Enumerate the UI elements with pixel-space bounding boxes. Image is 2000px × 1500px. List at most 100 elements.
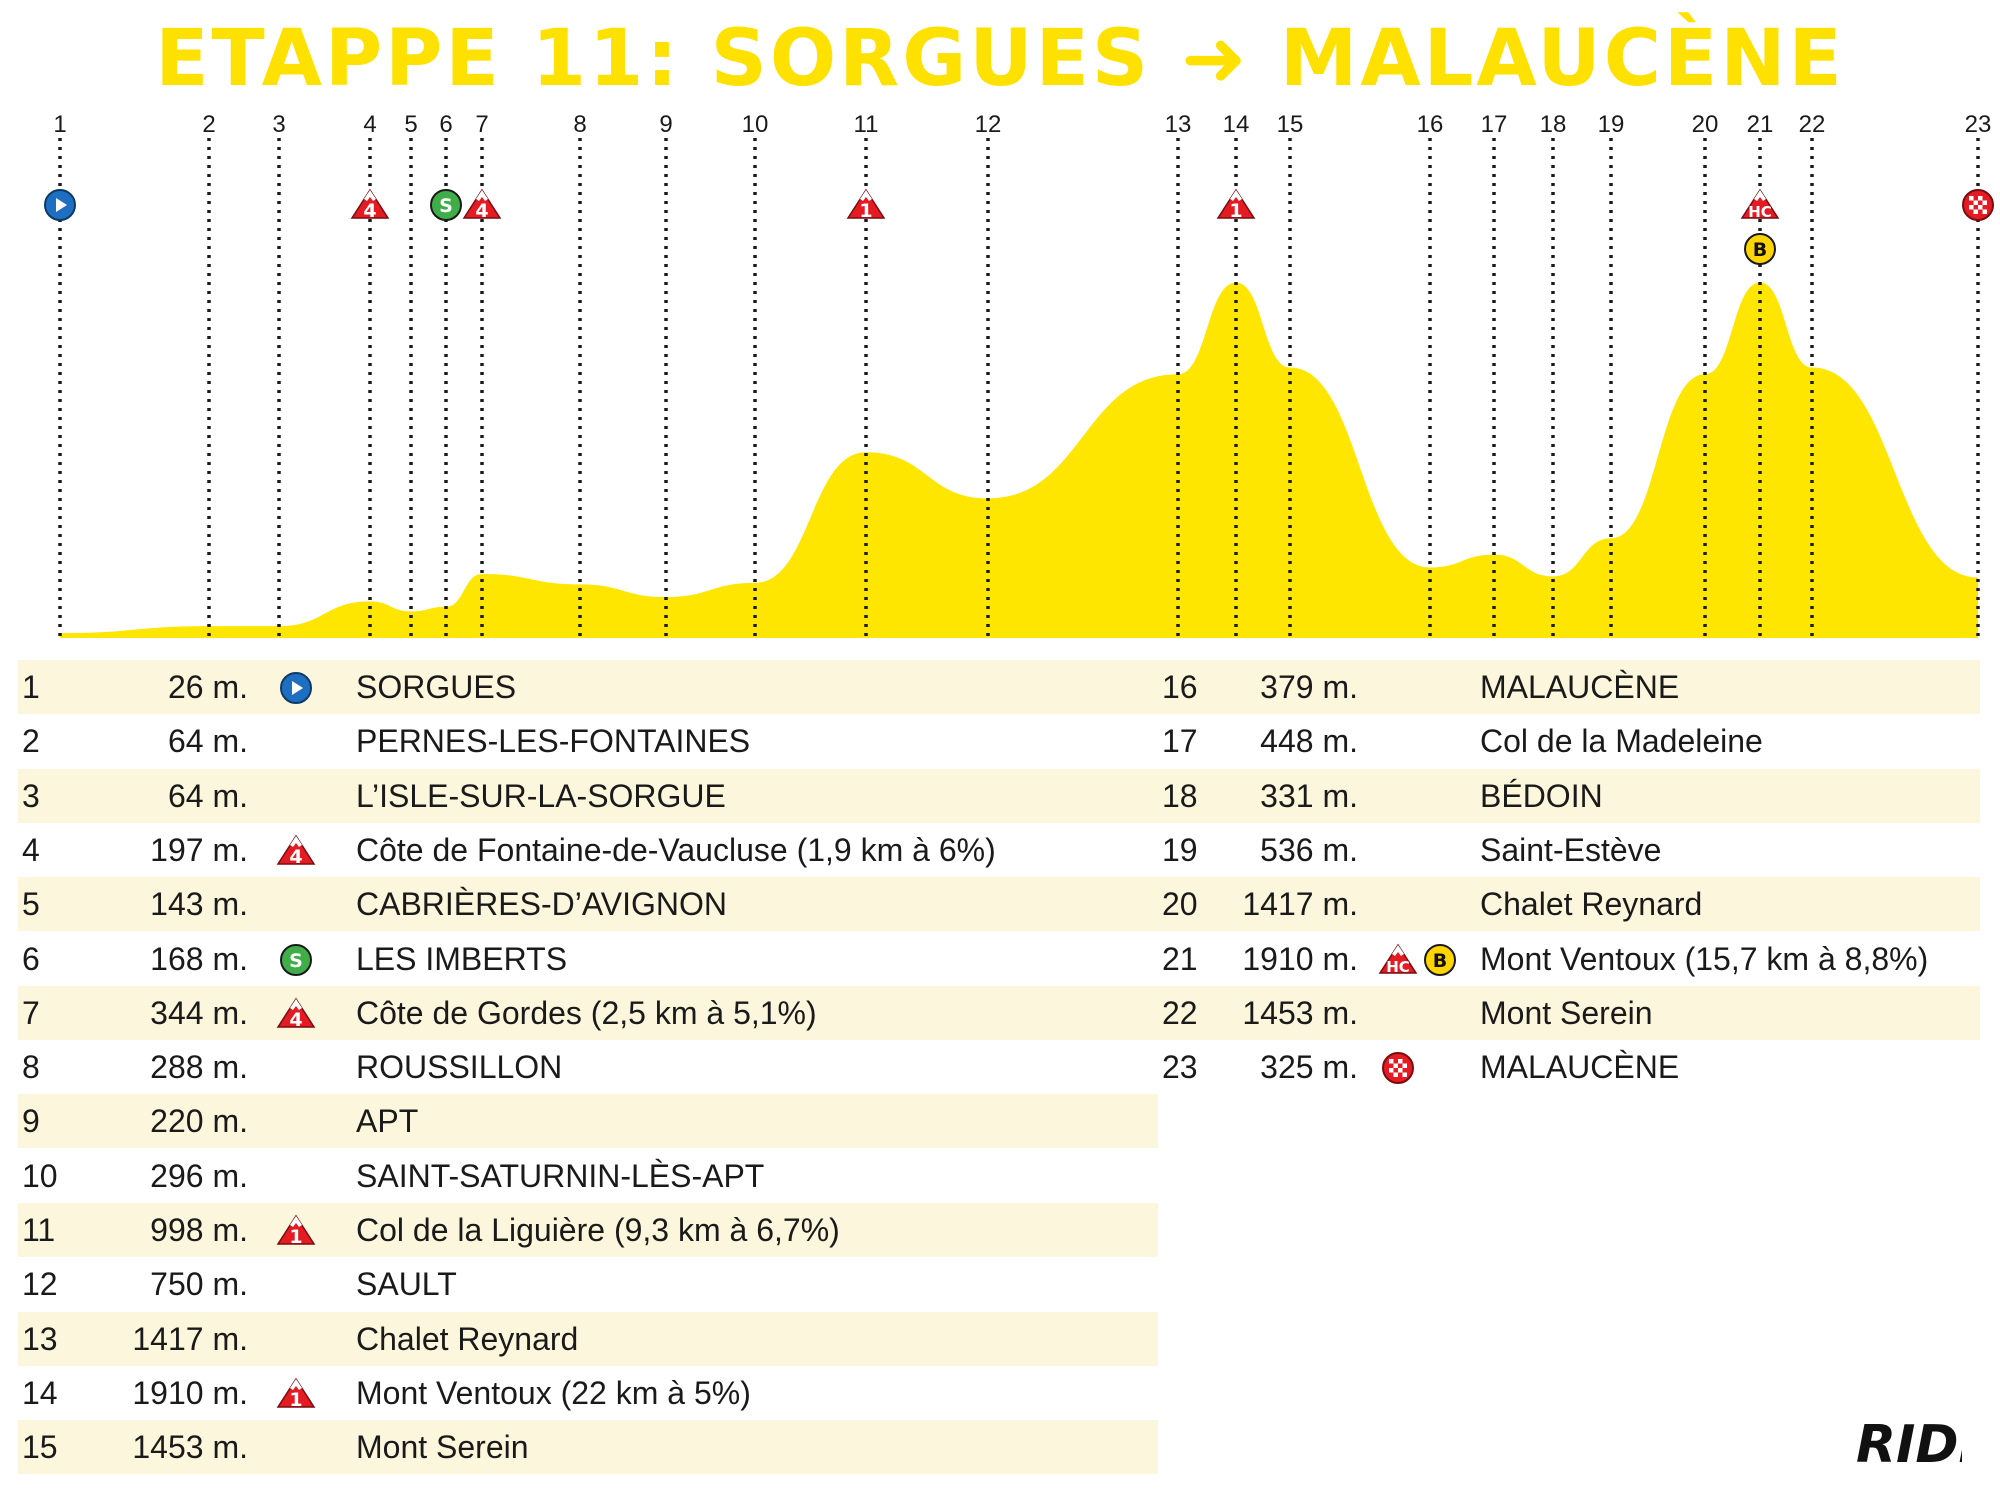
cat1-icon: 1 <box>276 1377 316 1411</box>
table-row: 10 296 m. SAINT-SATURNIN-LÈS-APT <box>18 1149 1158 1203</box>
cat1-marker: 1 <box>276 1214 316 1248</box>
altitude: 344 m. <box>150 994 248 1031</box>
checkpoint-number: 6 <box>22 940 40 977</box>
start-icon <box>280 672 312 704</box>
checkpoint-number: 1 <box>53 111 66 138</box>
checkpoint-number: 11 <box>854 111 879 138</box>
finish-marker <box>1382 1052 1414 1085</box>
checkpoint-number: 19 <box>1598 111 1625 138</box>
bonus-marker: B <box>1424 943 1456 976</box>
table-row: 18 331 m. BÉDOIN <box>1158 768 1980 823</box>
altitude: 325 m. <box>1260 1049 1358 1086</box>
checkpoint-number: 13 <box>22 1320 58 1357</box>
marker-icons <box>276 660 322 714</box>
location-name: APT <box>356 1103 419 1140</box>
checkpoint-number: 23 <box>1965 111 1992 138</box>
bonus-icon-label: B <box>1433 950 1447 972</box>
sprint-icon: S <box>430 189 462 221</box>
table-row: 12 750 m. SAULT <box>18 1257 1158 1311</box>
location-name: Chalet Reynard <box>356 1320 579 1357</box>
checkpoint-5: 5 <box>404 111 418 638</box>
checkpoint-number: 21 <box>1162 940 1198 977</box>
table-row: 14 1910 m. 1 Mont Ventoux (22 km à 5%) <box>18 1366 1158 1420</box>
checkpoint-13: 13 <box>1165 111 1191 638</box>
checkpoint-18: 18 <box>1540 111 1567 638</box>
table-row: 17 448 m. Col de la Madeleine <box>1158 714 1980 768</box>
location-name: Côte de Fontaine-de-Vaucluse (1,9 km à 6… <box>356 831 996 868</box>
checkpoint-number: 22 <box>1162 994 1198 1031</box>
checkpoint-11: 111 <box>846 111 886 638</box>
checkpoint-number: 11 <box>22 1212 56 1248</box>
checkpoint-number: 10 <box>22 1157 58 1194</box>
checkpoint-3: 3 <box>272 111 286 638</box>
marker-icons: 4 <box>276 823 322 877</box>
marker-icons: 1 <box>276 1203 322 1257</box>
elevation-area <box>60 282 1978 638</box>
table-row: 3 64 m. L’ISLE-SUR-LA-SORGUE <box>18 768 1158 823</box>
table-row: 9 220 m. APT <box>18 1094 1158 1149</box>
location-name: Col de la Madeleine <box>1480 723 1763 760</box>
location-name: SAINT-SATURNIN-LÈS-APT <box>356 1157 765 1194</box>
location-name: SAULT <box>356 1266 457 1303</box>
location-name: Saint-Estève <box>1480 831 1662 868</box>
checkpoint-number: 7 <box>22 994 40 1031</box>
finish-icon <box>1962 189 1994 221</box>
checkpoint-number: 16 <box>1417 111 1444 138</box>
cat4-icon: 4 <box>276 834 316 868</box>
table-row: 16 379 m. MALAUCÈNE <box>1158 660 1980 714</box>
location-name: L’ISLE-SUR-LA-SORGUE <box>356 777 726 814</box>
table-row: 21 1910 m. HC B Mont Ventoux (15,7 km à 8,8%… <box>1158 932 1980 986</box>
checkpoint-number: 23 <box>1162 1049 1198 1086</box>
checkpoint-number: 20 <box>1162 886 1198 923</box>
table-row: 5 143 m. CABRIÈRES-D’AVIGNON <box>18 877 1158 932</box>
location-name: Mont Serein <box>1480 994 1653 1031</box>
location-name: SORGUES <box>356 669 517 705</box>
finish-icon <box>1382 1052 1414 1085</box>
table-row: 22 1453 m. Mont Serein <box>1158 985 1980 1040</box>
altitude: 1910 m. <box>132 1374 248 1411</box>
location-name: CABRIÈRES-D’AVIGNON <box>356 886 728 923</box>
checkpoint-number: 3 <box>22 777 40 814</box>
altitude: 1417 m. <box>132 1320 248 1357</box>
checkpoint-21: 21 HC B <box>1740 111 1780 638</box>
checkpoint-number: 8 <box>573 111 586 138</box>
altitude: 448 m. <box>1260 723 1358 760</box>
checkpoint-number: 14 <box>1223 111 1250 138</box>
checkpoint-number: 2 <box>202 111 215 138</box>
checkpoint-number: 4 <box>22 831 40 868</box>
checkpoint-number: 3 <box>272 111 285 138</box>
location-name: Côte de Gordes (2,5 km à 5,1%) <box>356 994 817 1031</box>
checkpoint-6: 6S <box>430 111 462 638</box>
cat1-icon-label: 1 <box>289 1389 302 1411</box>
checkpoint-number: 17 <box>1162 723 1198 760</box>
location-name: ROUSSILLON <box>356 1049 563 1086</box>
altitude: 220 m. <box>150 1103 248 1140</box>
checkpoint-number: 4 <box>363 111 376 138</box>
table-row: 19 536 m. Saint-Estève <box>1158 823 1980 877</box>
table-row: 4 197 m. 4 Côte de Fontaine-de-Vaucluse (1,… <box>18 823 1158 877</box>
start-marker <box>280 672 312 704</box>
altitude: 1417 m. <box>1242 886 1358 923</box>
checkpoint-4: 44 <box>350 111 390 638</box>
checkpoint-number: 9 <box>659 111 672 138</box>
table-row: 23 325 m. MALAUCÈNE <box>1158 1040 1980 1094</box>
cat4-icon-label: 4 <box>363 200 376 222</box>
altitude: 536 m. <box>1260 831 1358 868</box>
checkpoint-number: 18 <box>1540 111 1567 138</box>
start-icon <box>44 189 76 221</box>
cat4-icon-label: 4 <box>289 846 302 868</box>
altitude: 64 m. <box>167 777 248 814</box>
checkpoint-1: 1 <box>44 111 76 638</box>
checkpoint-19: 19 <box>1598 111 1625 638</box>
bonus-icon-label: B <box>1753 239 1767 261</box>
checkpoint-number: 9 <box>22 1103 40 1140</box>
altitude: 1453 m. <box>1242 994 1358 1031</box>
checkpoint-number: 19 <box>1162 831 1198 868</box>
table-row: 8 288 m. ROUSSILLON <box>18 1040 1158 1094</box>
cat1-icon: 1 <box>1216 188 1256 222</box>
marker-icons <box>1378 1040 1424 1094</box>
checkpoint-number: 22 <box>1799 111 1826 138</box>
checkpoint-number: 16 <box>1162 669 1198 705</box>
bonus-icon: B <box>1424 943 1456 976</box>
location-name: LES IMBERTS <box>356 940 568 977</box>
